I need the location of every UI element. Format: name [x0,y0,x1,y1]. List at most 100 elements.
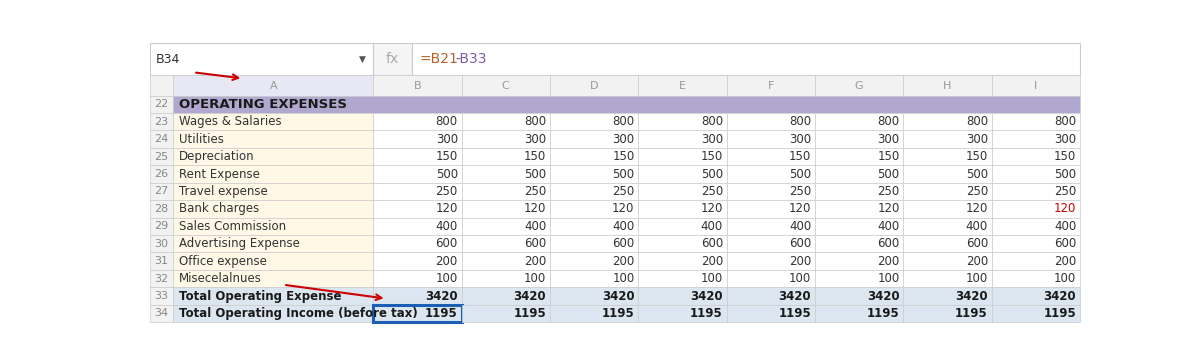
Text: 120: 120 [788,202,811,215]
Text: 3420: 3420 [779,290,811,303]
Text: 500: 500 [790,168,811,181]
Text: 250: 250 [701,185,722,198]
Text: 120: 120 [612,202,635,215]
Text: 800: 800 [701,115,722,128]
Bar [373,130,462,148]
Text: 24: 24 [155,134,169,144]
Text: 600: 600 [788,237,811,250]
Bar [638,165,727,183]
Bar [413,43,1080,76]
Bar [638,305,727,322]
Text: 800: 800 [612,115,635,128]
Bar [550,183,638,200]
Bar [462,76,550,96]
Text: 33: 33 [155,291,169,301]
Bar [373,165,462,183]
Bar [991,252,1080,270]
Bar [726,200,815,218]
Bar [904,200,991,218]
Bar [550,76,638,96]
Text: 500: 500 [1054,168,1076,181]
Bar [638,218,727,235]
Text: H: H [943,80,952,90]
Text: D: D [590,80,599,90]
Text: Advertising Expense: Advertising Expense [179,237,300,250]
Text: 600: 600 [524,237,546,250]
Text: E: E [679,80,686,90]
Text: 250: 250 [877,185,900,198]
Text: 400: 400 [436,220,458,233]
Bar [150,218,173,235]
Bar [173,252,373,270]
Text: 1195: 1195 [601,307,635,320]
Text: 200: 200 [524,255,546,268]
Bar [150,130,173,148]
Text: Sales Commission: Sales Commission [179,220,286,233]
Text: Wages & Salaries: Wages & Salaries [179,115,282,128]
Bar [462,235,550,252]
Bar [462,218,550,235]
Bar [991,200,1080,218]
Bar [904,305,991,322]
Bar [904,130,991,148]
Text: 23: 23 [155,117,169,127]
Bar [726,113,815,130]
Text: 300: 300 [612,132,635,146]
Bar [815,235,904,252]
Bar [462,252,550,270]
Text: 28: 28 [155,204,169,214]
Bar [150,183,173,200]
Bar [991,183,1080,200]
Text: 150: 150 [877,150,900,163]
Bar [726,218,815,235]
Bar [815,218,904,235]
Text: 1195: 1195 [425,307,458,320]
Bar [462,287,550,305]
Bar [150,76,173,96]
Text: B34: B34 [156,53,180,66]
Text: 120: 120 [524,202,546,215]
Text: 300: 300 [436,132,458,146]
Text: 400: 400 [612,220,635,233]
Text: 500: 500 [966,168,988,181]
Bar [373,252,462,270]
Text: G: G [854,80,864,90]
Text: 250: 250 [436,185,458,198]
Bar [726,76,815,96]
Text: 1195: 1195 [690,307,722,320]
Bar [726,148,815,165]
Text: 250: 250 [612,185,635,198]
Text: I: I [1034,80,1038,90]
Text: 600: 600 [701,237,722,250]
Bar [550,270,638,287]
Text: ▼: ▼ [359,55,366,64]
Bar [373,218,462,235]
Bar [726,165,815,183]
Text: 22: 22 [155,99,169,109]
Text: 3420: 3420 [690,290,722,303]
Text: 100: 100 [788,272,811,285]
Text: 500: 500 [524,168,546,181]
Bar [638,183,727,200]
Text: 100: 100 [524,272,546,285]
Bar [173,183,373,200]
Bar [904,218,991,235]
Bar [550,113,638,130]
Text: 100: 100 [612,272,635,285]
Text: 120: 120 [1054,202,1076,215]
Text: 29: 29 [155,221,169,231]
Bar [815,270,904,287]
Bar [462,165,550,183]
Text: 150: 150 [524,150,546,163]
Text: Total Operating Expense: Total Operating Expense [179,290,341,303]
Bar [173,148,373,165]
Bar [638,76,727,96]
Text: 25: 25 [155,152,169,161]
Text: 300: 300 [877,132,900,146]
Bar [462,305,550,322]
Bar [150,235,173,252]
Bar [150,305,173,322]
Text: 32: 32 [155,274,169,283]
Bar [638,148,727,165]
Text: 600: 600 [877,237,900,250]
